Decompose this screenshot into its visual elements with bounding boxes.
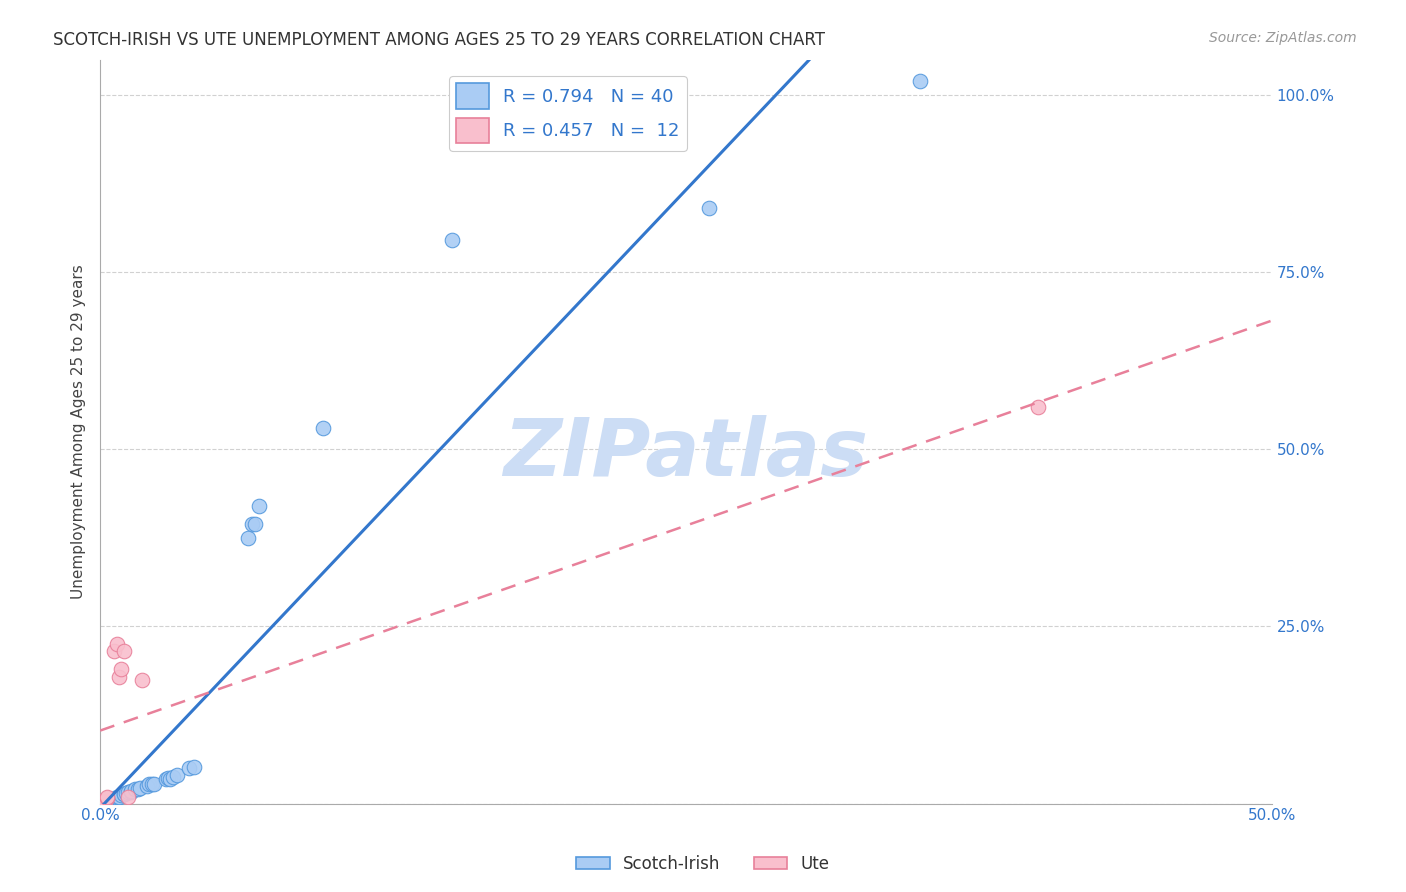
Point (159, 772, 181, 786)
Point (129, 780, 152, 795)
Point (103, 792, 125, 806)
Point (103, 644, 125, 658)
Point (162, 770, 184, 784)
Point (103, 791, 125, 805)
Point (166, 768, 188, 782)
Legend: Scotch-Irish, Ute: Scotch-Irish, Ute (569, 848, 837, 880)
Point (112, 788, 135, 802)
Point (101, 792, 124, 806)
Point (312, 421, 335, 435)
Point (699, 202, 721, 216)
Text: Source: ZipAtlas.com: Source: ZipAtlas.com (1209, 31, 1357, 45)
Point (105, 790, 128, 805)
Point (101, 793, 124, 807)
Point (98, 794, 121, 808)
Point (138, 777, 160, 791)
Point (120, 784, 142, 798)
Point (108, 789, 131, 804)
Y-axis label: Unemployment Among Ages 25 to 29 years: Unemployment Among Ages 25 to 29 years (72, 264, 86, 599)
Point (91, 795, 114, 809)
Point (242, 516, 264, 531)
Point (96, 791, 118, 805)
Point (117, 785, 139, 799)
Point (249, 499, 271, 513)
Point (183, 760, 205, 774)
Point (117, 789, 139, 804)
Point (141, 777, 163, 791)
Point (179, 761, 201, 775)
Point (120, 784, 142, 798)
Point (127, 782, 149, 797)
Point (143, 777, 166, 791)
Point (136, 779, 159, 793)
Text: ZIPatlas: ZIPatlas (503, 415, 869, 493)
Point (131, 673, 153, 687)
Point (94, 795, 117, 809)
Point (243, 516, 266, 531)
Point (112, 788, 135, 802)
Point (96, 790, 118, 805)
Point (115, 786, 138, 800)
Point (157, 771, 180, 785)
Point (94, 795, 117, 809)
Legend: R = 0.794   N = 40, R = 0.457   N =  12: R = 0.794 N = 40, R = 0.457 N = 12 (449, 76, 686, 151)
Point (108, 789, 131, 804)
Point (124, 782, 146, 797)
Point (112, 644, 135, 658)
Point (96, 795, 118, 809)
Point (108, 671, 131, 685)
Point (155, 772, 177, 786)
Point (105, 791, 128, 805)
Point (1026, 400, 1049, 414)
Point (236, 531, 259, 545)
Point (440, 233, 463, 247)
Point (105, 637, 128, 651)
Point (110, 788, 132, 802)
Text: SCOTCH-IRISH VS UTE UNEMPLOYMENT AMONG AGES 25 TO 29 YEARS CORRELATION CHART: SCOTCH-IRISH VS UTE UNEMPLOYMENT AMONG A… (53, 31, 825, 49)
Point (910, 74, 932, 88)
Point (110, 662, 132, 676)
